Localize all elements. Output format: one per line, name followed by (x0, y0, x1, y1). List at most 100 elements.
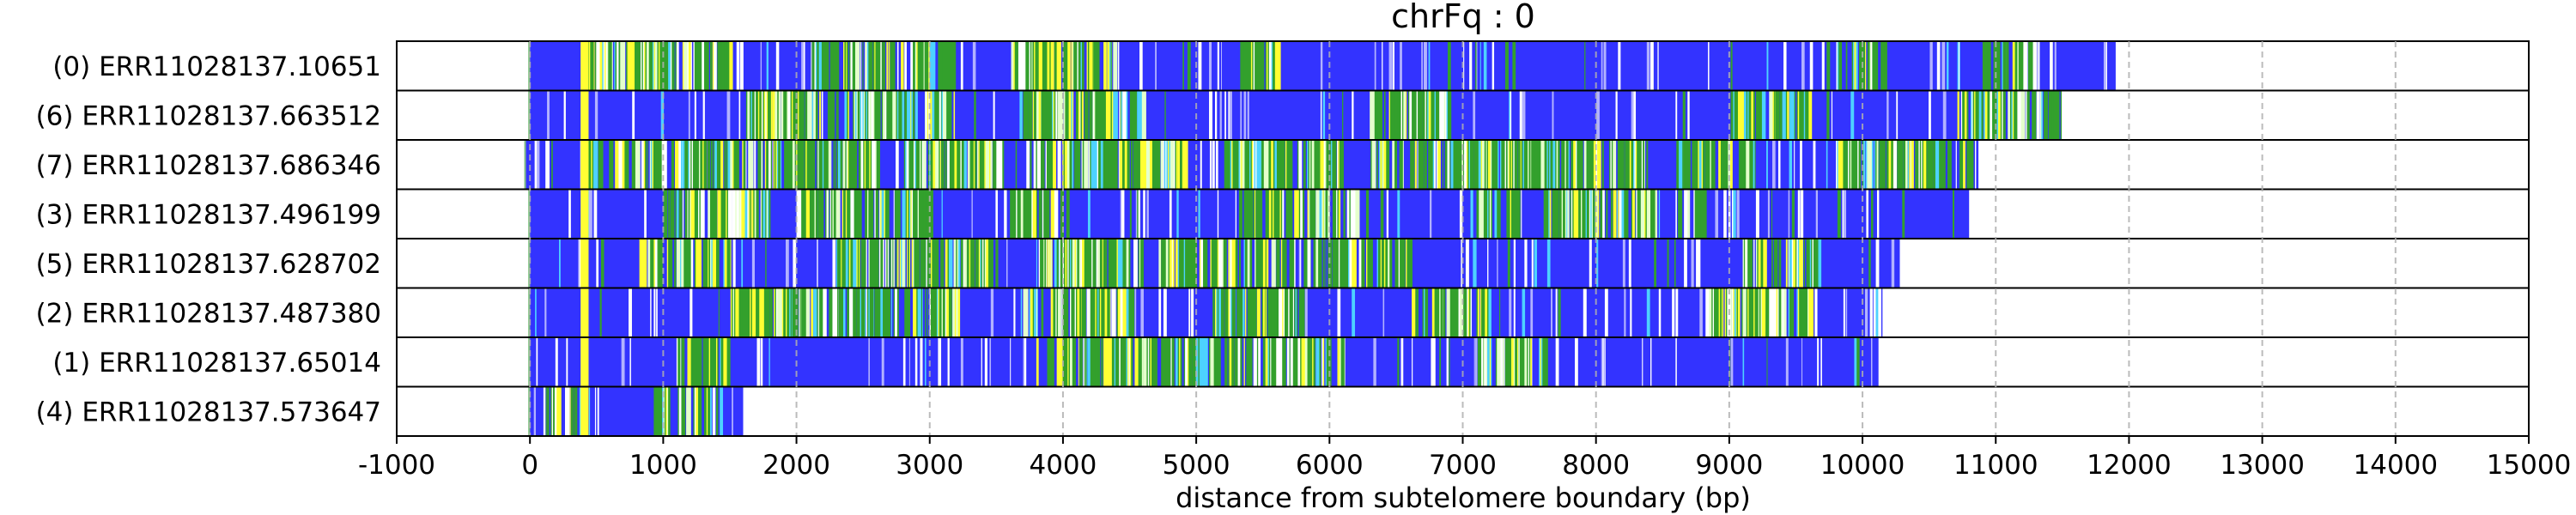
feature-stripe (1802, 42, 1805, 90)
feature-stripe (1480, 141, 1483, 189)
feature-stripe (1736, 190, 1740, 238)
feature-stripe (833, 288, 839, 336)
feature-stripe (1524, 338, 1528, 386)
feature-stripe (1032, 91, 1035, 139)
feature-stripe (1120, 190, 1122, 238)
feature-stripe (1504, 141, 1511, 189)
feature-stripe (835, 190, 837, 238)
read-start-marker (528, 387, 531, 435)
x-tick-label: 7000 (1429, 450, 1497, 481)
feature-stripe (808, 190, 811, 238)
feature-stripe (1730, 42, 1733, 90)
feature-stripe (1054, 288, 1056, 336)
feature-stripe (920, 288, 923, 336)
feature-stripe (1247, 288, 1253, 336)
feature-stripe (1450, 141, 1456, 189)
feature-stripe (1342, 338, 1345, 386)
feature-stripe (1568, 141, 1570, 189)
feature-stripe (1473, 239, 1477, 288)
feature-stripe (1316, 141, 1322, 189)
feature-stripe (2032, 91, 2034, 139)
feature-stripe (1386, 190, 1389, 238)
feature-stripe (990, 141, 993, 189)
feature-stripe (960, 338, 963, 386)
feature-stripe (1133, 239, 1138, 288)
feature-stripe (1219, 91, 1222, 139)
feature-stripe (718, 288, 720, 336)
feature-stripe (1751, 288, 1755, 336)
feature-stripe (1650, 42, 1654, 90)
feature-stripe (1089, 91, 1092, 139)
feature-stripe (1389, 91, 1396, 139)
feature-stripe (1909, 141, 1911, 189)
feature-stripe (1180, 338, 1182, 386)
feature-stripe (1231, 239, 1236, 288)
feature-stripe (1072, 42, 1074, 90)
feature-stripe (1800, 239, 1803, 288)
feature-stripe (1266, 141, 1271, 189)
feature-stripe (1959, 141, 1964, 189)
feature-stripe (1058, 91, 1064, 139)
feature-stripe (1071, 239, 1074, 288)
feature-stripe (1294, 190, 1300, 238)
feature-stripe (1667, 239, 1669, 288)
feature-stripe (1243, 190, 1246, 238)
feature-stripe (989, 338, 992, 386)
feature-stripe (1314, 141, 1319, 189)
feature-stripe (1603, 42, 1607, 90)
feature-stripe (556, 387, 562, 435)
feature-stripe (1557, 190, 1559, 238)
feature-stripe (736, 42, 740, 90)
feature-stripe (843, 288, 846, 336)
feature-stripe (1023, 288, 1029, 336)
feature-stripe (1616, 190, 1618, 238)
feature-stripe (1188, 338, 1191, 386)
feature-stripe (875, 42, 878, 90)
feature-stripe (1613, 190, 1617, 238)
feature-stripe (1103, 338, 1109, 386)
feature-stripe (1808, 239, 1811, 288)
feature-stripe (1075, 42, 1078, 90)
feature-stripe (1244, 141, 1249, 189)
feature-stripe (633, 141, 635, 189)
feature-stripe (688, 338, 693, 386)
feature-stripe (1815, 190, 1818, 238)
feature-stripe (794, 141, 797, 189)
feature-stripe (1642, 338, 1643, 386)
feature-stripe (1400, 338, 1404, 386)
x-axis-ticks: -1000 0 1000 2000 3000 4000 5000 6000 7000 8000 90… (358, 435, 2571, 481)
feature-stripe (1510, 190, 1516, 238)
feature-stripe (683, 42, 688, 90)
feature-stripe (995, 190, 999, 238)
feature-stripe (1005, 239, 1008, 288)
feature-stripe (1055, 91, 1058, 139)
feature-stripe (1981, 91, 1984, 139)
feature-stripe (726, 91, 731, 139)
feature-stripe (785, 239, 789, 288)
feature-stripe (1388, 239, 1390, 288)
feature-stripe (1250, 141, 1253, 189)
feature-stripe (1692, 141, 1695, 189)
feature-stripe (1382, 239, 1386, 288)
feature-stripe (1068, 338, 1072, 386)
feature-stripe (1268, 42, 1273, 90)
feature-stripe (1268, 338, 1275, 386)
feature-stripe (1386, 141, 1390, 189)
feature-stripe (823, 288, 827, 336)
feature-stripe (1400, 239, 1406, 288)
feature-stripe (811, 288, 814, 336)
feature-stripe (1048, 338, 1054, 386)
feature-stripe (1319, 239, 1321, 288)
feature-stripe (791, 91, 794, 139)
feature-stripe (1182, 42, 1184, 90)
feature-stripe (1031, 190, 1034, 238)
feature-stripe (996, 141, 1001, 189)
highlight-band (580, 141, 589, 189)
feature-stripe (999, 141, 1003, 189)
feature-stripe (1437, 141, 1441, 189)
feature-stripe (670, 42, 673, 90)
feature-stripe (850, 239, 852, 288)
feature-stripe (1497, 338, 1501, 386)
feature-stripe (1728, 190, 1731, 238)
